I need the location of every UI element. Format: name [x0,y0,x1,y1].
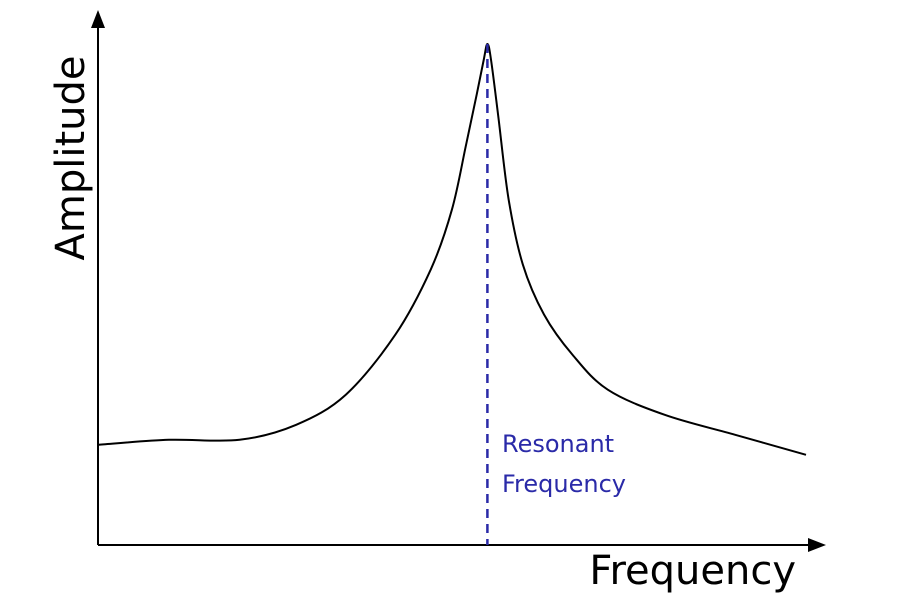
x-axis-arrowhead [808,538,826,552]
y-axis-arrowhead [91,10,105,28]
y-axis-label: Amplitude [48,56,94,261]
annotation-label-resonant: Resonant [502,430,614,458]
axes [91,10,826,552]
series-line [97,42,807,456]
x-axis-label: Frequency [589,548,796,594]
annotation-label-frequency: Frequency [502,470,626,498]
